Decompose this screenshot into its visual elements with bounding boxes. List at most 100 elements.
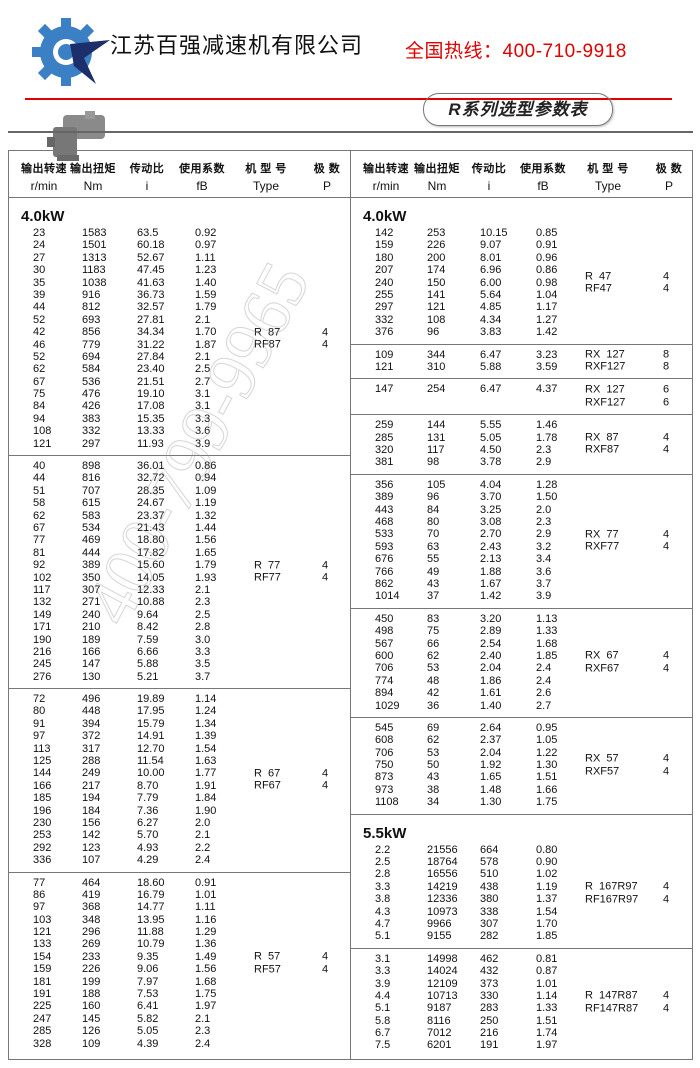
table-row: 766 49 1.88 3.6 (351, 566, 692, 578)
model-type-line: RF147R87 4 (585, 1002, 685, 1014)
speed-cell: 40 (33, 460, 46, 473)
torque-cell: 80 (427, 516, 440, 529)
ratio-cell: 3.25 (480, 503, 502, 516)
service-factor-cell: 1.33 (536, 625, 558, 638)
model-type-line: R 77 4 (254, 559, 344, 571)
column-header-unit: fB (537, 179, 549, 193)
table-row: 332 108 4.34 1.27 (351, 314, 692, 326)
torque-cell: 166 (82, 645, 101, 658)
service-factor-cell: 0.95 (536, 721, 558, 734)
table-row: 245 147 5.88 3.5 (9, 658, 350, 670)
table-row: 40 898 36.01 0.86 (9, 460, 350, 472)
ratio-cell: 1.61 (480, 687, 502, 700)
speed-cell: 2.8 (375, 868, 391, 881)
service-factor-cell: 1.85 (536, 930, 558, 943)
table-row: 159 226 9.07 0.91 (351, 239, 692, 251)
model-type-cell: R 67 4 RF67 4 (254, 767, 344, 792)
speed-cell: 142 (375, 227, 394, 239)
ratio-cell: 23.37 (137, 509, 165, 522)
table-row: 77 464 18.60 0.91 (9, 877, 350, 889)
service-factor-cell: 0.81 (536, 952, 558, 965)
service-factor-cell: 3.1 (195, 388, 211, 401)
speed-cell: 75 (33, 388, 46, 401)
service-factor-cell: 1.77 (195, 767, 217, 780)
table-row: 336 107 4.29 2.4 (9, 854, 350, 866)
ratio-cell: 1.48 (480, 783, 502, 796)
table-row: 86 419 16.79 1.01 (9, 889, 350, 901)
table-row: 75 476 19.10 3.1 (9, 388, 350, 400)
table-row: 27 1313 52.67 1.11 (9, 252, 350, 264)
model-type-line: RX 57 4 (585, 753, 685, 765)
ratio-cell: 6.27 (137, 816, 159, 829)
ratio-cell: 10.00 (137, 767, 165, 780)
speed-cell: 109 (375, 348, 394, 361)
model-group: 4.0kW 23 1583 63.5 0.92 24 1501 60.18 0.97 27 1313… (9, 198, 350, 457)
ratio-cell: 307 (480, 917, 499, 930)
service-factor-cell: 1.70 (536, 917, 558, 930)
ratio-cell: 216 (480, 1027, 499, 1040)
table-row: 873 43 1.65 1.51 (351, 771, 692, 783)
torque-cell: 147 (82, 658, 101, 671)
table-row: 276 130 5.21 3.7 (9, 671, 350, 683)
service-factor-cell: 1.75 (195, 988, 217, 1001)
ratio-cell: 1.86 (480, 674, 502, 687)
service-factor-cell: 2.7 (536, 699, 552, 712)
service-factor-cell: 1.01 (195, 888, 217, 901)
speed-cell: 5.1 (375, 1002, 391, 1015)
torque-cell: 34 (427, 796, 440, 809)
service-factor-cell: 2.6 (536, 687, 552, 700)
table-row: 67 534 21.43 1.44 (9, 522, 350, 534)
column-header-unit: Nm (83, 179, 103, 193)
service-factor-cell: 1.11 (195, 251, 216, 264)
speed-cell: 356 (375, 478, 394, 491)
model-type: RF47 (585, 282, 612, 295)
table-row: 706 53 2.04 2.4 (351, 662, 692, 674)
service-factor-cell: 1.11 (195, 901, 216, 914)
model-type-cell: RX 127 8 RXF127 8 (585, 349, 685, 374)
model-type: RX 127 (585, 348, 625, 361)
speed-cell: 292 (33, 841, 52, 854)
service-factor-cell: 3.23 (536, 348, 558, 361)
torque-cell: 184 (82, 804, 101, 817)
speed-cell: 240 (375, 276, 394, 289)
torque-cell: 469 (82, 534, 101, 547)
table-row: 216 166 6.66 3.3 (9, 646, 350, 658)
torque-cell: 43 (427, 577, 440, 590)
service-factor-cell: 1.68 (536, 637, 558, 650)
torque-cell: 464 (82, 876, 101, 889)
ratio-cell: 5.55 (480, 419, 502, 432)
red-divider (25, 98, 672, 100)
torque-cell: 131 (427, 431, 446, 444)
service-factor-cell: 3.9 (536, 590, 552, 603)
group-rows: 23 1583 63.5 0.92 24 1501 60.18 0.97 27 1313 52.67… (9, 227, 350, 450)
speed-cell: 3.3 (375, 880, 391, 893)
table-row: 191 188 7.53 1.75 (9, 988, 350, 1000)
ratio-cell: 1.65 (480, 771, 502, 784)
torque-cell: 1313 (82, 251, 107, 264)
speed-cell: 102 (33, 571, 52, 584)
speed-cell: 468 (375, 516, 394, 529)
table-row: 3.3 14024 432 0.87 (351, 965, 692, 977)
speed-cell: 23 (33, 227, 46, 239)
table-row: 5.8 8116 250 1.51 (351, 1015, 692, 1027)
ratio-cell: 63.5 (137, 227, 159, 239)
service-factor-cell: 1.44 (195, 521, 217, 534)
ratio-cell: 664 (480, 843, 499, 856)
group-rows: 2.2 21556 664 0.80 2.5 18764 578 0.90 2.8 16556 51… (351, 844, 692, 943)
torque-cell: 21556 (427, 843, 458, 856)
column-header-unit: i (145, 179, 149, 193)
torque-cell: 779 (82, 338, 101, 351)
table-row: 44 812 32.57 1.79 (9, 301, 350, 313)
hotline: 全国热线：400-710-9918 (405, 41, 627, 62)
ratio-cell: 1.40 (480, 699, 502, 712)
speed-cell: 35 (33, 276, 46, 289)
column-header-unit: r/min (30, 179, 58, 193)
torque-cell: 53 (427, 746, 440, 759)
poles: 6 (663, 396, 670, 409)
service-factor-cell: 2.0 (536, 503, 552, 516)
ratio-cell: 373 (480, 977, 499, 990)
torque-cell: 584 (82, 363, 101, 376)
service-factor-cell: 1.97 (195, 1000, 217, 1013)
ratio-cell: 5.05 (480, 431, 502, 444)
service-factor-cell: 1.33 (536, 1002, 558, 1015)
